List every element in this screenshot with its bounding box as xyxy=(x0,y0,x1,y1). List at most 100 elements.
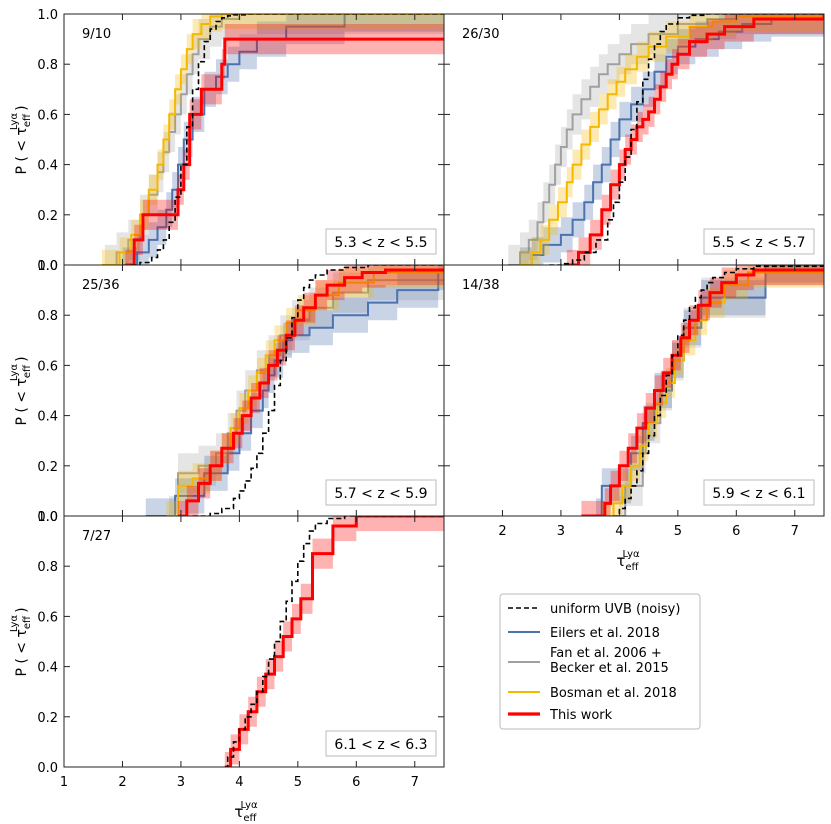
series-eilers-panel-1 xyxy=(122,14,444,265)
y-tick-label: 0.2 xyxy=(37,460,58,475)
legend-label-bosman: Bosman et al. 2018 xyxy=(550,686,677,701)
legend-label-fan-line2: Becker et al. 2015 xyxy=(550,661,669,676)
panel-2-count-label: 26/30 xyxy=(462,27,499,42)
panel-5-z-box xyxy=(325,730,437,757)
y-tick-label: 0.4 xyxy=(37,661,58,676)
series-bosman-panel-1 xyxy=(102,14,444,265)
panel-5-data xyxy=(224,516,444,767)
band-this-work-panel-1 xyxy=(125,24,444,265)
panel-3-count-label: 25/36 xyxy=(82,278,119,293)
series-uniform-panel-1 xyxy=(131,14,444,265)
y-tick-label: 0.8 xyxy=(37,58,58,73)
svg-text:P ( < τeffLyα): P ( < τeffLyα) xyxy=(9,356,33,425)
y-tick-label: 0.2 xyxy=(37,711,58,726)
series-bosman-panel-4 xyxy=(601,271,824,516)
series-this-work-panel-3 xyxy=(178,268,444,516)
axis-ticks: 0.00.20.40.60.81.00.00.20.40.60.81.00.00… xyxy=(37,8,824,790)
x-axis-label-right: τeff Lyα xyxy=(616,549,640,573)
panel-3-z-label: 5.7 < z < 5.9 xyxy=(334,486,427,502)
y-label-sup-2: Lyα xyxy=(9,364,20,382)
band-eilers-panel-4 xyxy=(596,265,824,516)
panel-4-count-label: 14/38 xyxy=(462,278,499,293)
panel-2-z-label: 5.5 < z < 5.7 xyxy=(712,235,805,251)
y-tick-label: 0.0 xyxy=(37,510,58,525)
y-label-main-3: P ( < τ xyxy=(14,629,30,676)
panel-1-z-box xyxy=(325,228,437,255)
y-tick-label: 1.0 xyxy=(37,8,58,23)
y-tick-label: 1.0 xyxy=(37,259,58,274)
x-tick-label-right: 6 xyxy=(732,524,740,539)
series-uniform-panel-2 xyxy=(549,14,824,265)
y-label-sup-3: Lyα xyxy=(9,615,20,633)
x-axis-label-left: τeff Lyα xyxy=(234,800,258,824)
band-fan-panel-1 xyxy=(104,14,444,265)
x-tick-label: 5 xyxy=(294,775,302,790)
x-tick-label: 7 xyxy=(411,775,419,790)
x-tick-label: 4 xyxy=(235,775,243,790)
y-tick-label: 0.6 xyxy=(37,108,58,123)
x-tick-label-right: 2 xyxy=(498,524,506,539)
legend-label-fan: Fan et al. 2006 + xyxy=(550,646,662,661)
series-this-work-panel-5 xyxy=(224,516,444,767)
y-tick-label: 0.4 xyxy=(37,159,58,174)
svg-text:τeffLyα: τeff Lyα xyxy=(616,549,640,573)
y-axis-label-1: P ( < τeffLyα) xyxy=(9,105,33,174)
y-label-sup-1: Lyα xyxy=(9,113,20,131)
panel-1-data xyxy=(102,14,444,265)
band-this-work-panel-3 xyxy=(178,265,444,516)
y-tick-label: 0.2 xyxy=(37,209,58,224)
x-tick-label-right: 3 xyxy=(557,524,565,539)
x-tick-label-right: 4 xyxy=(615,524,623,539)
y-label-sub-2: eff xyxy=(22,364,33,378)
band-this-work-panel-4 xyxy=(581,265,824,516)
y-tick-label: 0.8 xyxy=(37,560,58,575)
panel-5-frame xyxy=(63,515,445,768)
x-label-main-left: τ xyxy=(234,803,243,821)
panel-3-data xyxy=(145,265,444,516)
series-this-work-panel-2 xyxy=(566,14,824,265)
x-tick-label-right: 7 xyxy=(791,524,799,539)
x-tick-label: 1 xyxy=(60,775,68,790)
x-label-sub-left: eff xyxy=(243,813,257,824)
legend-label-eilers: Eilers et al. 2018 xyxy=(550,626,660,641)
y-tick-label: 0.8 xyxy=(37,309,58,324)
panel-1-z-label: 5.3 < z < 5.5 xyxy=(334,235,427,251)
y-label-sub-1: eff xyxy=(22,113,33,127)
series-fan-panel-2 xyxy=(508,14,824,265)
series-uniform-panel-4 xyxy=(613,265,824,516)
series-uniform-panel-5 xyxy=(224,516,444,767)
y-label-main-2: P ( < τ xyxy=(14,378,30,425)
legend-label-uniform: uniform UVB (noisy) xyxy=(550,602,680,617)
svg-text:P ( < τeffLyα): P ( < τeffLyα) xyxy=(9,105,33,174)
svg-text:P ( < τeffLyα): P ( < τeffLyα) xyxy=(9,607,33,676)
y-tick-label: 0.4 xyxy=(37,410,58,425)
panel-4-data xyxy=(581,265,824,516)
x-tick-label-right: 5 xyxy=(674,524,682,539)
svg-text:τeffLyα: τeff Lyα xyxy=(234,800,258,824)
series-bosman-panel-2 xyxy=(520,14,824,265)
x-label-sub-right: eff xyxy=(625,562,639,573)
y-tick-label: 0.0 xyxy=(37,761,58,776)
panel-4-z-box xyxy=(703,479,815,506)
panel-1-count-label: 9/10 xyxy=(82,27,111,42)
legend-frame xyxy=(499,593,701,730)
panel-4-z-label: 5.9 < z < 6.1 xyxy=(712,486,805,502)
y-tick-label: 0.0 xyxy=(37,259,58,274)
x-tick-label: 2 xyxy=(118,775,126,790)
y-tick-label: 1.0 xyxy=(37,510,58,525)
panel-2-z-box xyxy=(703,228,815,255)
x-label-sup-right: Lyα xyxy=(622,549,640,560)
y-label-main-1: P ( < τ xyxy=(14,127,30,174)
y-axis-label-3: P ( < τeffLyα) xyxy=(9,607,33,676)
series-this-work-panel-4 xyxy=(581,268,824,516)
panel-1: 9/10 5.3 < z < 5.5 xyxy=(63,13,445,266)
band-this-work-panel-5 xyxy=(224,516,444,767)
x-tick-label: 6 xyxy=(352,775,360,790)
legend-label-this-work: This work xyxy=(549,708,613,723)
y-label-sub-3: eff xyxy=(22,615,33,629)
panel-5-count-label: 7/27 xyxy=(82,529,111,544)
x-tick-label: 3 xyxy=(177,775,185,790)
panel-2-data xyxy=(508,14,824,265)
